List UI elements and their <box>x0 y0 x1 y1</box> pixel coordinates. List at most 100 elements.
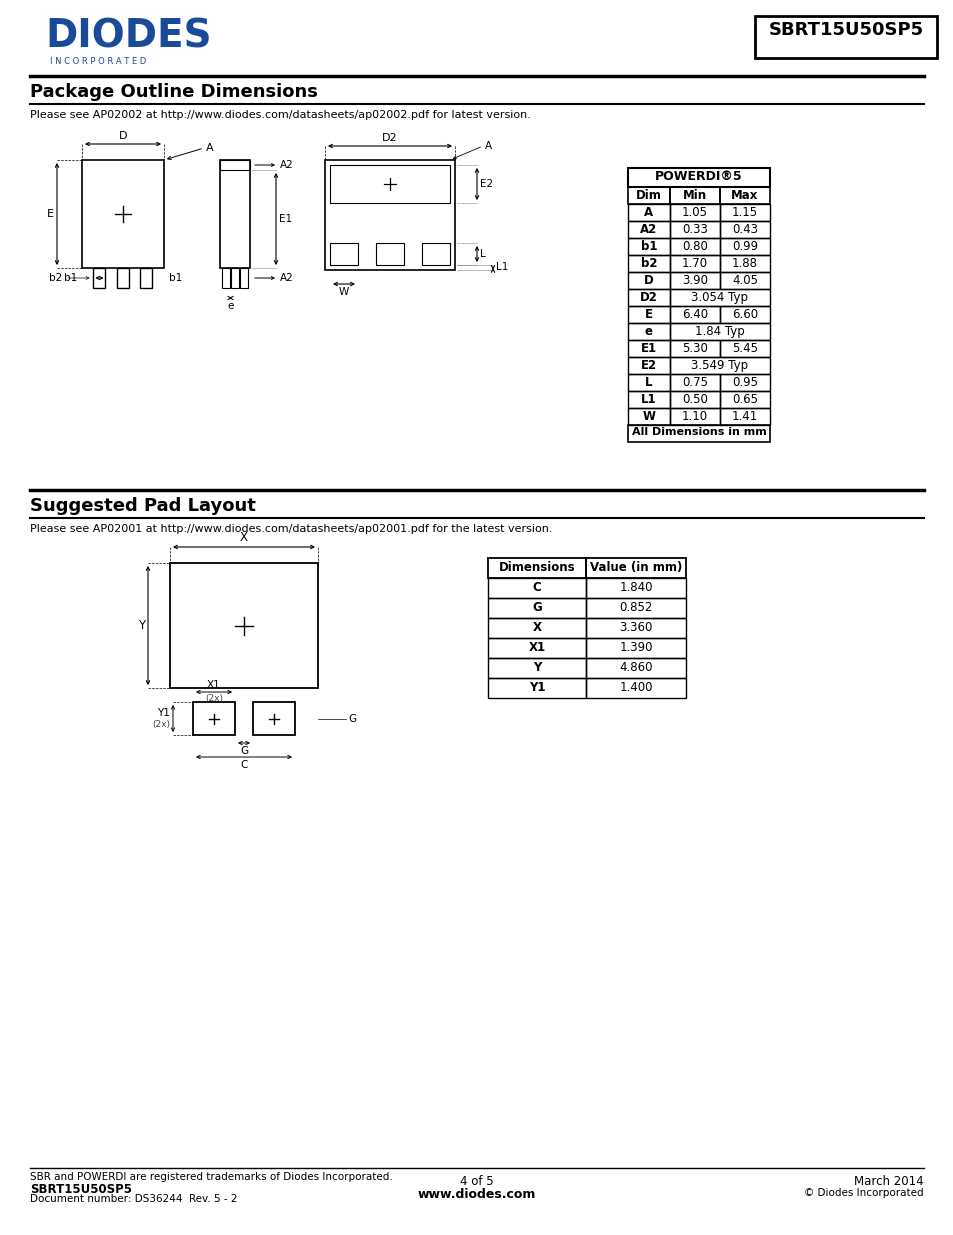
Text: 4.860: 4.860 <box>618 661 652 674</box>
Text: L: L <box>644 375 652 389</box>
Text: 0.43: 0.43 <box>731 224 758 236</box>
Bar <box>669 374 720 391</box>
Text: Package Outline Dimensions: Package Outline Dimensions <box>30 83 317 101</box>
Text: Y: Y <box>138 619 145 632</box>
Text: L: L <box>479 249 485 259</box>
Bar <box>720 391 769 408</box>
Text: 1.15: 1.15 <box>731 206 758 219</box>
Bar <box>585 678 685 698</box>
Text: 0.65: 0.65 <box>731 393 758 406</box>
Text: Suggested Pad Layout: Suggested Pad Layout <box>30 496 255 515</box>
Bar <box>488 558 585 578</box>
Text: Please see AP02002 at http://www.diodes.com/datasheets/ap02002.pdf for latest ve: Please see AP02002 at http://www.diodes.… <box>30 110 530 120</box>
Text: 1.41: 1.41 <box>731 410 758 424</box>
Text: 4 of 5: 4 of 5 <box>459 1174 494 1188</box>
Text: X1: X1 <box>207 680 221 690</box>
Bar <box>627 289 669 306</box>
Bar <box>488 658 585 678</box>
Text: Y: Y <box>533 661 540 674</box>
Text: D2: D2 <box>382 133 397 143</box>
Bar <box>669 272 720 289</box>
Text: C: C <box>240 760 248 769</box>
Text: L1: L1 <box>640 393 656 406</box>
Bar <box>82 161 164 268</box>
Text: C: C <box>532 580 540 594</box>
Text: SBRT15U50SP5: SBRT15U50SP5 <box>767 21 923 40</box>
Text: POWERDI®5: POWERDI®5 <box>655 170 742 183</box>
Bar <box>627 238 669 254</box>
Text: E: E <box>47 209 54 219</box>
Bar <box>627 254 669 272</box>
Text: 1.10: 1.10 <box>681 410 707 424</box>
Text: L1: L1 <box>496 263 508 273</box>
Bar <box>627 306 669 324</box>
Text: e: e <box>227 301 233 311</box>
Bar <box>170 563 317 688</box>
Text: E1: E1 <box>640 342 657 354</box>
Text: 1.05: 1.05 <box>681 206 707 219</box>
Text: © Diodes Incorporated: © Diodes Incorporated <box>803 1188 923 1198</box>
Text: G: G <box>348 714 355 724</box>
Text: I N C O R P O R A T E D: I N C O R P O R A T E D <box>50 57 146 65</box>
Bar <box>585 638 685 658</box>
Text: Y1: Y1 <box>157 709 170 719</box>
Text: D: D <box>643 274 653 287</box>
Bar <box>720 254 769 272</box>
Bar <box>488 678 585 698</box>
Bar <box>720 186 769 204</box>
Bar <box>330 243 357 266</box>
Bar <box>488 598 585 618</box>
Bar <box>720 340 769 357</box>
Bar <box>669 221 720 238</box>
Text: 0.852: 0.852 <box>618 601 652 614</box>
Bar <box>627 204 669 221</box>
Text: A2: A2 <box>639 224 657 236</box>
Bar <box>585 598 685 618</box>
Bar <box>330 165 450 203</box>
Bar <box>585 618 685 638</box>
Bar <box>669 238 720 254</box>
Text: (2x): (2x) <box>205 694 223 703</box>
Text: www.diodes.com: www.diodes.com <box>417 1188 536 1200</box>
Text: Please see AP02001 at http://www.diodes.com/datasheets/ap02001.pdf for the lates: Please see AP02001 at http://www.diodes.… <box>30 524 552 534</box>
Text: 3.360: 3.360 <box>618 621 652 634</box>
Text: 0.33: 0.33 <box>681 224 707 236</box>
Text: SBR and POWERDI are registered trademarks of Diodes Incorporated.: SBR and POWERDI are registered trademark… <box>30 1172 393 1182</box>
Bar <box>627 340 669 357</box>
Text: 0.95: 0.95 <box>731 375 758 389</box>
Text: Max: Max <box>731 189 758 203</box>
Text: X1: X1 <box>528 641 545 655</box>
Bar <box>325 161 455 270</box>
Bar <box>488 578 585 598</box>
Text: X: X <box>240 531 248 543</box>
Text: 0.75: 0.75 <box>681 375 707 389</box>
Bar <box>627 357 669 374</box>
Text: E2: E2 <box>479 179 493 189</box>
Text: Dim: Dim <box>636 189 661 203</box>
Bar <box>253 701 294 735</box>
Text: 4.05: 4.05 <box>731 274 758 287</box>
Bar <box>488 618 585 638</box>
Bar <box>627 272 669 289</box>
Bar <box>720 306 769 324</box>
Bar <box>720 374 769 391</box>
Text: e: e <box>644 325 652 338</box>
Text: All Dimensions in mm: All Dimensions in mm <box>631 427 765 437</box>
Text: G: G <box>532 601 541 614</box>
Text: b2: b2 <box>640 257 657 270</box>
Text: Value (in mm): Value (in mm) <box>589 561 681 574</box>
Text: 6.40: 6.40 <box>681 308 707 321</box>
Bar <box>488 638 585 658</box>
Bar <box>140 268 152 288</box>
Text: b1: b1 <box>64 273 77 283</box>
Bar <box>720 204 769 221</box>
Text: Document number: DS36244  Rev. 5 - 2: Document number: DS36244 Rev. 5 - 2 <box>30 1194 237 1204</box>
Text: (2x): (2x) <box>152 720 170 729</box>
Text: b2: b2 <box>50 273 89 283</box>
Bar <box>627 186 669 204</box>
Bar <box>720 272 769 289</box>
Bar <box>231 268 239 288</box>
Text: 3.054 Typ: 3.054 Typ <box>691 291 748 304</box>
Bar <box>669 391 720 408</box>
Bar <box>720 238 769 254</box>
